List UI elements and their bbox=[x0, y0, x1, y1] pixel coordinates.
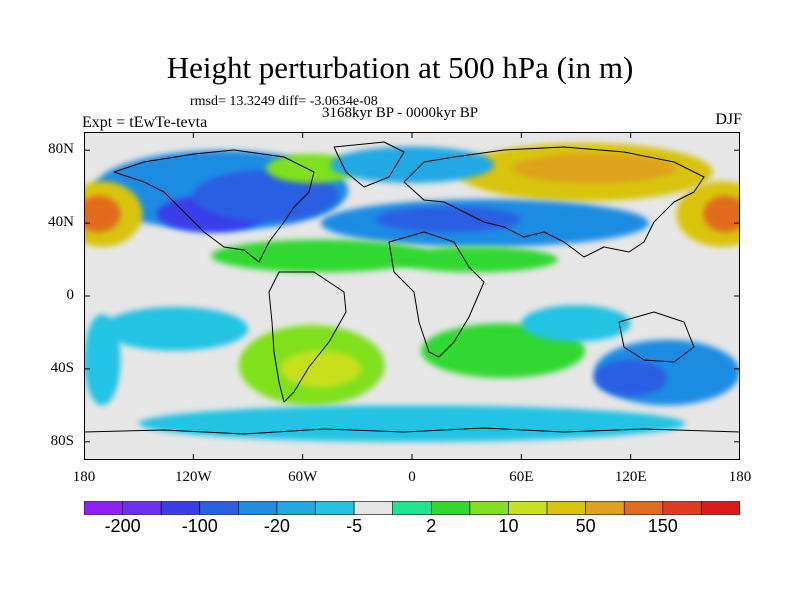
lat-label: 80S bbox=[50, 432, 74, 449]
colorbar-swatch bbox=[353, 501, 394, 515]
lon-label: 180 bbox=[72, 469, 96, 485]
field-region bbox=[703, 195, 740, 233]
colorbar-swatch bbox=[585, 501, 625, 515]
colorbar-label: 10 bbox=[498, 516, 519, 536]
lon-label: 60E bbox=[509, 469, 534, 485]
colorbar-label: 2 bbox=[426, 516, 437, 536]
field-region bbox=[375, 206, 522, 233]
field-region bbox=[193, 170, 340, 222]
colorbar-swatch bbox=[508, 501, 548, 515]
field-region bbox=[84, 195, 121, 233]
lon-label: 0 bbox=[408, 469, 416, 485]
coast-greenland bbox=[333, 141, 405, 188]
colorbar-label: 150 bbox=[647, 516, 678, 536]
colorbar-swatch bbox=[160, 501, 201, 515]
period-subtitle: 3168kyr BP - 0000kyr BP bbox=[322, 105, 479, 121]
lon-label: 60W bbox=[288, 469, 318, 485]
map-title: Height perturbation at 500 hPa (in m) bbox=[166, 50, 634, 85]
colorbar-swatch bbox=[238, 501, 278, 515]
colorbar-swatch bbox=[84, 501, 123, 515]
lon-label: 120W bbox=[174, 469, 212, 485]
field-region bbox=[280, 350, 361, 388]
field-region bbox=[512, 153, 677, 184]
coast-africa bbox=[388, 231, 485, 358]
coast-antarctica bbox=[84, 427, 740, 435]
colorbar-swatch bbox=[315, 501, 355, 515]
colorbar-swatch bbox=[546, 501, 586, 515]
field-layer bbox=[84, 142, 740, 442]
map-plot bbox=[84, 132, 740, 460]
colorbar-swatch bbox=[623, 501, 664, 515]
colorbar-swatch bbox=[392, 501, 432, 515]
season-label: DJF bbox=[715, 111, 742, 128]
colorbar-swatch bbox=[701, 501, 740, 515]
colorbar-label: 50 bbox=[575, 516, 596, 536]
colorbar-swatch bbox=[122, 501, 162, 515]
coast-australia bbox=[618, 311, 695, 363]
colorbar-swatch bbox=[430, 501, 471, 515]
colorbar bbox=[84, 501, 740, 515]
colorbar-label: -200 bbox=[104, 516, 141, 536]
colorbar-label: -100 bbox=[181, 516, 218, 536]
field-region bbox=[138, 405, 686, 442]
colorbar-label: -20 bbox=[263, 516, 290, 536]
colorbar-label: -5 bbox=[346, 516, 363, 536]
colorbar-swatch bbox=[276, 501, 316, 515]
colorbar-swatch bbox=[662, 501, 702, 515]
field-region bbox=[594, 359, 668, 397]
colorbar-swatch bbox=[469, 501, 509, 515]
colorbar-swatch bbox=[199, 501, 239, 515]
lat-label: 40N bbox=[48, 214, 74, 231]
lat-label: 40S bbox=[50, 359, 74, 376]
field-region bbox=[393, 246, 558, 273]
lon-label: 180 bbox=[728, 469, 752, 485]
stats-subtitle: rmsd= 13.3249 diff= -3.0634e-08 bbox=[190, 94, 378, 109]
lat-label: 0 bbox=[66, 287, 75, 303]
coastlines bbox=[84, 141, 740, 435]
coast-north-america bbox=[113, 149, 315, 263]
coast-south-america bbox=[268, 271, 347, 403]
field-region bbox=[102, 306, 248, 351]
experiment-label: Expt = tEwTe-tevta bbox=[82, 114, 208, 131]
coast-eurasia bbox=[403, 146, 705, 258]
field-region bbox=[521, 305, 631, 342]
field-region bbox=[330, 146, 494, 184]
tick-marks bbox=[84, 132, 740, 460]
lon-label: 120E bbox=[614, 469, 647, 485]
lat-label: 80N bbox=[48, 141, 74, 158]
